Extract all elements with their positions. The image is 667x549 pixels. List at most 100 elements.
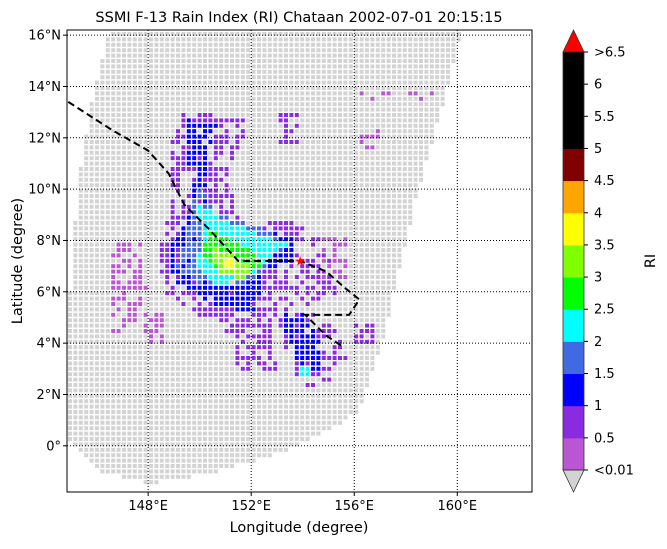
no-rain-cell (154, 437, 159, 441)
rain-cell (186, 264, 191, 269)
no-rain-cell (273, 345, 278, 350)
no-rain-cell (429, 69, 434, 74)
no-rain-cell (127, 86, 132, 90)
no-rain-cell (284, 302, 288, 306)
no-rain-cell (208, 75, 213, 80)
colorbar-tick-label: 1 (594, 399, 602, 414)
no-rain-cell (78, 399, 83, 404)
no-rain-cell (100, 356, 105, 360)
no-rain-cell (408, 118, 413, 123)
no-rain-cell (116, 91, 121, 96)
no-rain-cell (365, 296, 369, 301)
no-rain-cell (386, 275, 391, 279)
colorbar-segment (563, 341, 584, 375)
no-rain-cell (381, 248, 386, 252)
no-rain-cell (132, 377, 137, 382)
rain-cell (186, 237, 191, 242)
no-rain-cell (116, 356, 121, 360)
no-rain-cell (289, 172, 294, 177)
no-rain-cell (203, 469, 207, 474)
rain-cell (262, 253, 267, 258)
rain-cell (132, 275, 137, 279)
no-rain-cell (289, 431, 294, 436)
rain-cell (321, 377, 326, 382)
no-rain-cell (224, 32, 229, 36)
no-rain-cell (267, 69, 272, 74)
rain-cell (338, 258, 342, 263)
no-rain-cell (321, 296, 326, 301)
no-rain-cell (132, 366, 137, 371)
no-rain-cell (251, 118, 256, 123)
no-rain-cell (213, 86, 218, 90)
no-rain-cell (176, 334, 180, 339)
no-rain-cell (251, 318, 256, 323)
no-rain-cell (359, 258, 364, 263)
no-rain-cell (138, 399, 143, 404)
no-rain-cell (251, 156, 256, 161)
no-rain-cell (284, 64, 288, 69)
no-rain-cell (127, 269, 132, 274)
no-rain-cell (132, 323, 137, 328)
no-rain-cell (159, 86, 164, 90)
rain-cell (138, 285, 143, 290)
no-rain-cell (343, 204, 348, 209)
no-rain-cell (100, 194, 105, 198)
no-rain-cell (343, 102, 348, 107)
no-rain-cell (100, 172, 105, 177)
no-rain-cell (289, 291, 294, 296)
no-rain-cell (262, 199, 267, 204)
no-rain-cell (262, 145, 267, 150)
no-rain-cell (240, 102, 245, 107)
no-rain-cell (203, 302, 207, 306)
rain-cell (165, 291, 170, 296)
rain-cell (235, 291, 240, 296)
rain-cell (181, 123, 186, 128)
no-rain-cell (203, 140, 207, 144)
no-rain-cell (176, 410, 180, 414)
no-rain-cell (375, 96, 380, 101)
no-rain-cell (381, 280, 386, 285)
no-rain-cell (143, 210, 148, 215)
no-rain-cell (132, 145, 137, 150)
rain-cell (186, 221, 191, 225)
no-rain-cell (419, 69, 423, 74)
rain-cell (197, 188, 202, 193)
colorbar-tick-label: 6 (594, 78, 602, 93)
no-rain-cell (348, 296, 353, 301)
no-rain-cell (408, 59, 413, 63)
no-rain-cell (359, 318, 364, 323)
rain-cell (300, 318, 305, 323)
no-rain-cell (311, 431, 315, 436)
rain-cell (240, 253, 245, 258)
rain-cell (159, 242, 164, 247)
no-rain-cell (230, 96, 234, 101)
no-rain-cell (197, 59, 202, 63)
rain-cell (327, 264, 332, 269)
no-rain-cell (278, 410, 283, 414)
no-rain-cell (105, 102, 110, 107)
no-rain-cell (170, 302, 175, 306)
no-rain-cell (278, 134, 283, 139)
no-rain-cell (197, 329, 202, 333)
no-rain-cell (213, 96, 218, 101)
no-rain-cell (192, 113, 197, 117)
rain-cell (192, 269, 197, 274)
rain-cell (143, 312, 148, 317)
no-rain-cell (365, 172, 369, 177)
no-rain-cell (95, 80, 99, 85)
rain-cell (294, 237, 299, 242)
no-rain-cell (321, 345, 326, 350)
rain-cell (111, 285, 116, 290)
no-rain-cell (170, 383, 175, 387)
no-rain-cell (284, 210, 288, 215)
no-rain-cell (257, 437, 261, 441)
no-rain-cell (176, 145, 180, 150)
no-rain-cell (84, 302, 89, 306)
no-rain-cell (246, 172, 251, 177)
no-rain-cell (267, 280, 272, 285)
rain-cell (219, 150, 224, 155)
no-rain-cell (122, 183, 126, 188)
no-rain-cell (73, 345, 78, 350)
no-rain-cell (132, 129, 137, 134)
no-rain-cell (429, 107, 434, 112)
